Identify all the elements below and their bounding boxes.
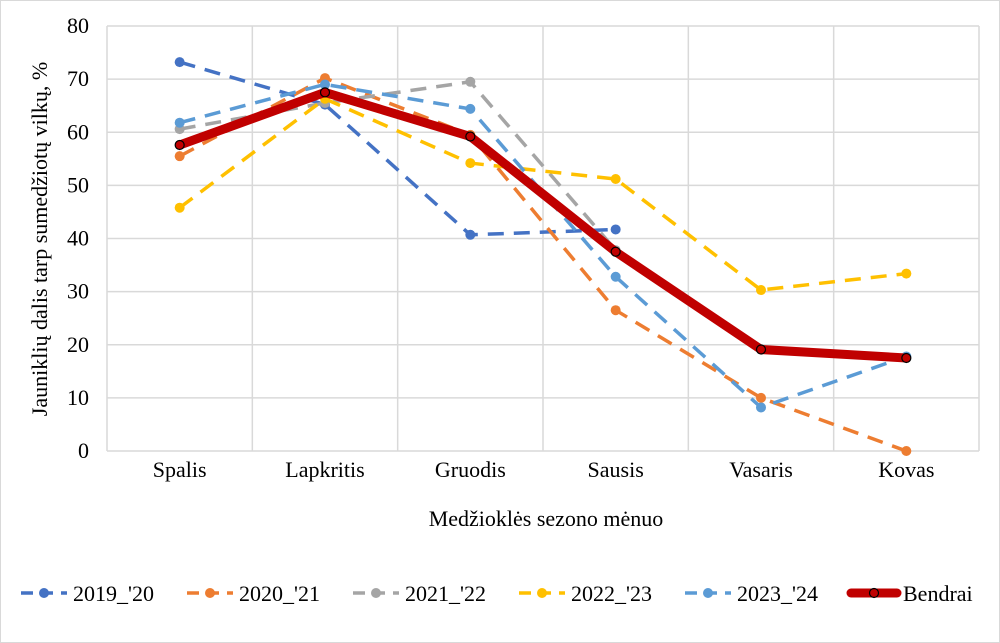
legend-marker [371, 588, 381, 598]
data-point [610, 174, 621, 184]
y-tick-label: 50 [67, 172, 89, 197]
legend-label: Bendrai [903, 581, 973, 606]
y-tick-label: 20 [67, 332, 89, 357]
data-point [465, 229, 476, 240]
data-point [465, 103, 476, 114]
data-point [174, 202, 185, 213]
data-point [755, 344, 767, 355]
data-point [901, 446, 912, 456]
data-point [465, 76, 476, 87]
data-point [901, 268, 912, 279]
series-line [178, 76, 907, 453]
x-tick-label: Sausis [588, 457, 644, 482]
legend-marker [703, 588, 713, 598]
y-tick-label: 80 [67, 13, 89, 38]
legend-entry: 2022_'23 [519, 581, 652, 606]
y-tick-label: 0 [78, 438, 89, 463]
data-point [465, 158, 476, 169]
legend-entry: Bendrai [846, 581, 973, 606]
data-point [174, 139, 185, 151]
y-tick-label: 60 [67, 119, 89, 144]
legend-entry: 2023_'24 [685, 581, 818, 606]
x-tick-label: Gruodis [435, 457, 506, 482]
y-tick-label: 40 [67, 226, 89, 251]
legend-entry: 2021_'22 [353, 581, 486, 606]
grid-layer [106, 25, 980, 452]
series-line [179, 60, 616, 237]
series-2022_'23 [174, 93, 912, 296]
series-Bendrai [174, 87, 912, 364]
data-point [756, 402, 766, 413]
legend-marker [868, 587, 880, 599]
series-2019_'20 [174, 57, 621, 240]
legend: 2019_'20 2020_'21 2021_'22 2022_'23 2023_'24… [21, 581, 973, 606]
x-tick-label: Spalis [153, 457, 207, 482]
data-point [319, 87, 331, 98]
series-line [179, 82, 907, 410]
legend-marker [537, 588, 547, 598]
y-tick-label: 30 [67, 279, 89, 304]
legend-label: 2022_'23 [571, 581, 652, 606]
x-tick-label: Vasaris [729, 457, 793, 482]
data-point [610, 271, 621, 282]
series-2020_'21 [174, 73, 912, 456]
axis-layer: 0 10 20 30 40 50 60 70 80 Spalis Lapkritis Gruodis S… [67, 13, 934, 482]
legend-entry: 2019_'20 [21, 581, 154, 606]
data-point [756, 392, 766, 403]
data-point [610, 305, 621, 316]
data-point [610, 224, 621, 235]
legend-label: 2023_'24 [737, 581, 818, 606]
data-point [174, 57, 185, 68]
data-point [174, 117, 185, 128]
data-point [610, 246, 621, 257]
series-line [175, 87, 911, 363]
x-tick-label: Kovas [878, 457, 934, 482]
series-line [179, 79, 618, 252]
y-tick-label: 70 [67, 66, 89, 91]
series-layer [174, 57, 912, 456]
y-tick-label: 10 [67, 385, 89, 410]
legend-label: 2021_'22 [405, 581, 486, 606]
y-axis-title: Jauniklių dalis tarp sumedžiotų vilkų, % [27, 62, 52, 416]
data-point [320, 79, 330, 90]
data-point [465, 131, 476, 142]
legend-entry: 2020_'21 [187, 581, 320, 606]
data-point [901, 352, 912, 364]
x-tick-label: Lapkritis [285, 457, 364, 482]
legend-marker [39, 588, 49, 598]
data-point [174, 151, 185, 162]
data-point [756, 285, 766, 296]
legend-label: 2019_'20 [73, 581, 154, 606]
legend-label: 2020_'21 [239, 581, 320, 606]
legend-marker [205, 588, 215, 598]
x-axis-title: Medžioklės sezono mėnuo [429, 506, 664, 531]
